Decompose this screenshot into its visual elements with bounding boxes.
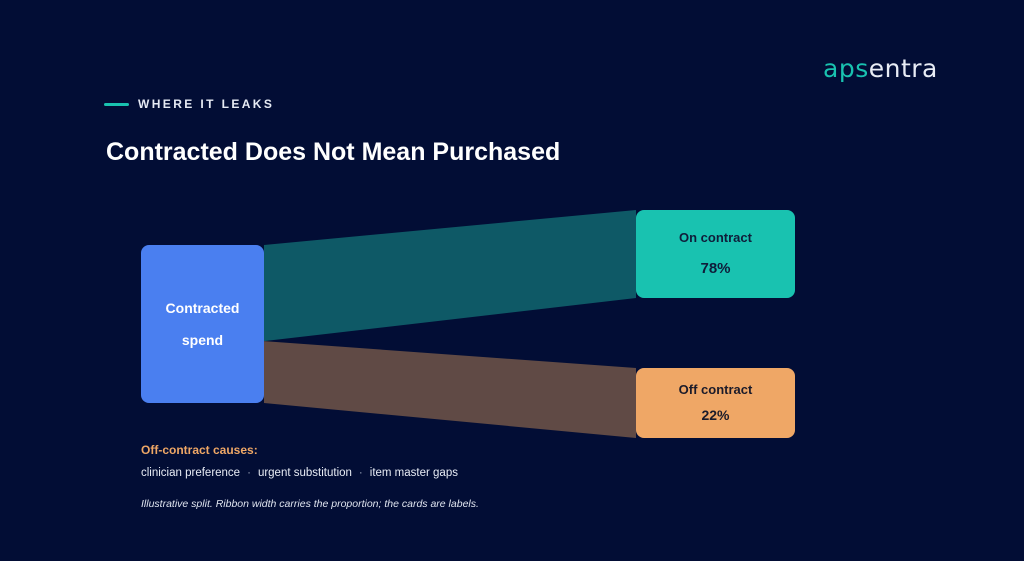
source-card-contracted-spend: Contracted spend	[141, 245, 264, 403]
ribbon-on-contract	[264, 210, 636, 342]
cause-item: clinician preference	[141, 467, 241, 479]
cause-item: urgent substitution	[257, 467, 352, 479]
section-eyebrow: WHERE IT LEAKS	[104, 96, 274, 112]
target-card-off-contract: Off contract 22%	[636, 368, 795, 438]
on-contract-label: On contract	[679, 230, 752, 245]
cause-separator: ·	[358, 467, 363, 479]
ribbon-off-contract	[264, 341, 636, 438]
causes-title: Off-contract causes:	[141, 443, 258, 457]
footnote: Illustrative split. Ribbon width carries…	[141, 498, 479, 510]
source-label-line2: spend	[181, 332, 224, 348]
eyebrow-label: WHERE IT LEAKS	[138, 97, 275, 111]
cause-item: item master gaps	[369, 467, 458, 479]
eyebrow-accent-bar	[104, 102, 129, 106]
off-contract-value: 22%	[701, 407, 730, 423]
cause-separator: ·	[247, 467, 251, 479]
off-contract-label: Off contract	[678, 382, 753, 397]
target-card-on-contract: On contract 78%	[636, 210, 795, 298]
on-contract-value: 78%	[700, 260, 731, 277]
source-label-line1: Contracted	[165, 300, 240, 316]
apsentra-logo: apsentra	[823, 54, 938, 83]
slide-title: Contracted Does Not Mean Purchased	[106, 138, 561, 166]
causes-list: clinician preference · urgent substituti…	[141, 467, 458, 479]
